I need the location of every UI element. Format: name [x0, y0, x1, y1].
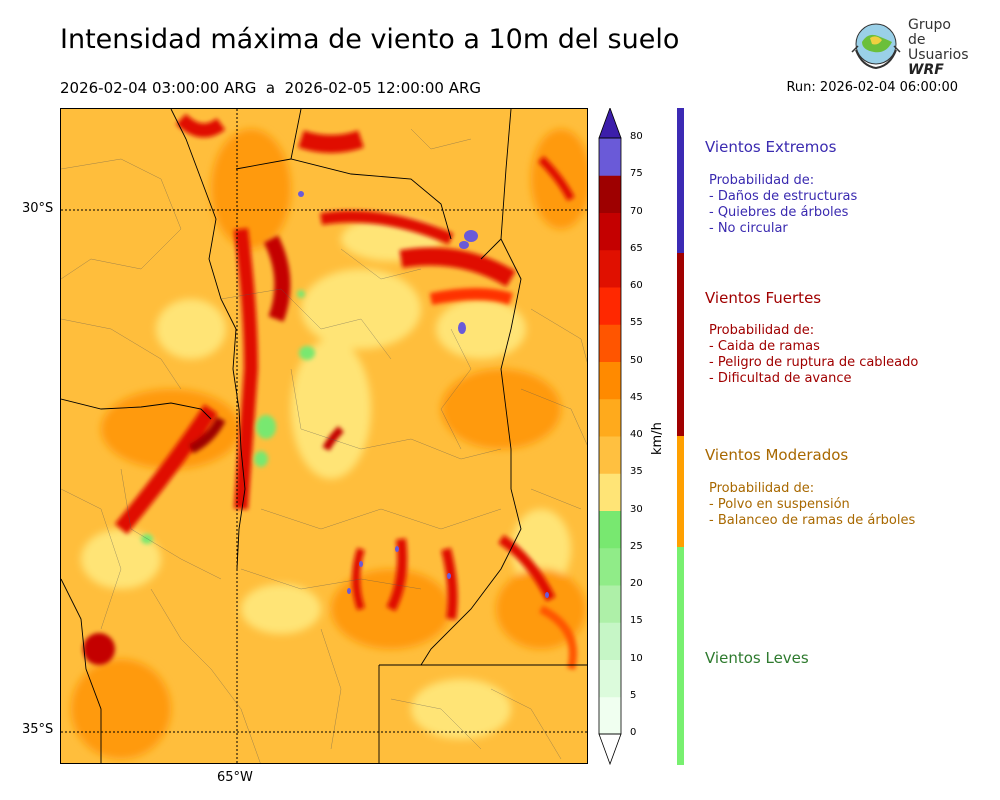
colorbar-tick-label: 15 — [630, 615, 643, 627]
lon-label-65w: 65°W — [217, 770, 253, 785]
desc-line: Probabilidad de: — [709, 323, 815, 338]
bar-fuertes — [677, 253, 684, 436]
desc-line: - No circular — [709, 221, 788, 236]
desc-line: - Balanceo de ramas de árboles — [709, 513, 916, 528]
lat-label-35s: 35°S — [22, 722, 54, 737]
colorbar-tick-label: 75 — [630, 168, 643, 180]
category-title-extremos: Vientos Extremos — [705, 138, 837, 156]
colorbar-tick-label: 35 — [630, 466, 643, 478]
colorbar-tick-label: 50 — [630, 354, 643, 366]
desc-line: - Caida de ramas — [709, 339, 820, 354]
logo-line1: Grupo de — [908, 17, 951, 48]
colorbar-bin — [599, 287, 621, 325]
category-desc-moderados: Probabilidad de: - Polvo en suspensión -… — [709, 481, 915, 529]
wind-map-canvas — [61, 109, 587, 763]
colorbar-tick-label: 5 — [630, 689, 637, 701]
colorbar-tick-label: 80 — [630, 131, 643, 142]
category-desc-fuertes: Probabilidad de: - Caida de ramas - Peli… — [709, 323, 918, 387]
category-title-leves: Vientos Leves — [705, 649, 809, 667]
colorbar — [598, 106, 622, 766]
colorbar-bin — [599, 622, 621, 660]
wrf-logo: Grupo de Usuarios WRF — [848, 16, 969, 78]
colorbar-bottom-extend — [598, 733, 622, 766]
colorbar-tick-label: 30 — [630, 503, 643, 515]
colorbar-bin — [599, 361, 621, 400]
bar-leves — [677, 547, 684, 765]
colorbar-bin — [599, 696, 621, 735]
page-title: Intensidad máxima de viento a 10m del su… — [60, 24, 680, 55]
colorbar-tick-label: 60 — [630, 280, 643, 291]
colorbar-bin — [599, 398, 621, 437]
desc-line: - Daños de estructuras — [709, 189, 858, 204]
colorbar-tick-label: 40 — [630, 429, 643, 440]
colorbar-tick-label: 65 — [630, 242, 643, 254]
colorbar-bin — [599, 175, 621, 213]
bar-moderados — [677, 436, 684, 547]
colorbar-bin — [599, 249, 621, 288]
desc-line: - Peligro de ruptura de cableado — [709, 355, 919, 370]
bar-extremos — [677, 108, 684, 253]
desc-line: Probabilidad de: — [709, 173, 815, 188]
globe-logo-icon — [851, 23, 901, 70]
desc-line: Probabilidad de: — [709, 481, 815, 496]
logo-line2: Usuarios — [908, 47, 969, 63]
lat-label-30s: 30°S — [22, 201, 54, 216]
colorbar-bin — [599, 585, 621, 623]
wind-map — [60, 108, 588, 764]
category-title-moderados: Vientos Moderados — [705, 446, 849, 464]
colorbar-scale — [598, 106, 622, 766]
desc-line: - Polvo en suspensión — [709, 497, 850, 512]
colorbar-bin — [599, 473, 621, 511]
colorbar-bin — [599, 436, 621, 474]
colorbar-tick-label: 0 — [630, 727, 637, 738]
time-range: 2026-02-04 03:00:00 ARG a 2026-02-05 12:… — [60, 79, 482, 97]
logo-line3: WRF — [908, 62, 944, 78]
colorbar-bin — [599, 138, 621, 176]
colorbar-tick-label: 25 — [630, 540, 643, 552]
colorbar-bin — [599, 659, 621, 698]
category-title-fuertes: Vientos Fuertes — [705, 289, 822, 307]
colorbar-tick-label: 10 — [630, 652, 643, 664]
colorbar-tick-label: 45 — [630, 391, 643, 403]
colorbar-frame — [598, 137, 622, 735]
desc-line: - Dificultad de avance — [709, 371, 852, 386]
desc-line: - Quiebres de árboles — [709, 205, 849, 220]
colorbar-tick-label: 20 — [630, 578, 643, 589]
colorbar-unit: km/h — [650, 422, 665, 455]
run-time: Run: 2026-02-04 06:00:00 — [786, 80, 958, 95]
colorbar-bin — [599, 212, 621, 251]
category-desc-extremos: Probabilidad de: - Daños de estructuras … — [709, 173, 857, 237]
colorbar-bin — [599, 324, 621, 362]
colorbar-bin — [599, 510, 621, 549]
colorbar-tick-label: 70 — [630, 205, 643, 217]
colorbar-bin — [599, 547, 621, 586]
colorbar-tick-label: 55 — [630, 317, 643, 329]
colorbar-top-extend — [598, 106, 622, 139]
